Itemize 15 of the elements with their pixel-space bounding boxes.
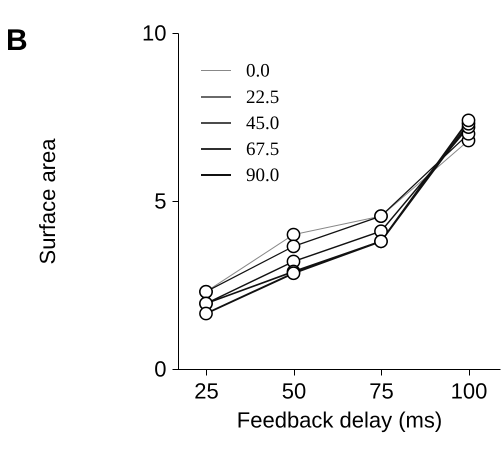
legend-label: 22.5	[246, 87, 280, 108]
y-axis-title: Surface area	[35, 138, 60, 264]
chart-title: B	[6, 24, 28, 57]
x-tick-label: 100	[450, 378, 488, 404]
x-tick-label: 25	[194, 378, 219, 404]
legend-label: 67.5	[246, 139, 280, 160]
y-tick-label: 10	[142, 20, 166, 46]
x-axis-title: Feedback delay (ms)	[236, 408, 442, 432]
legend-label: 0.0	[246, 60, 270, 82]
x-tick-label: 50	[282, 378, 306, 404]
x-tick-label: 75	[369, 378, 394, 404]
legend-label: 90.0	[246, 165, 280, 186]
y-tick-label: 5	[154, 188, 166, 214]
legend-label: 45.0	[246, 113, 280, 134]
y-tick-label: 0	[154, 356, 166, 382]
